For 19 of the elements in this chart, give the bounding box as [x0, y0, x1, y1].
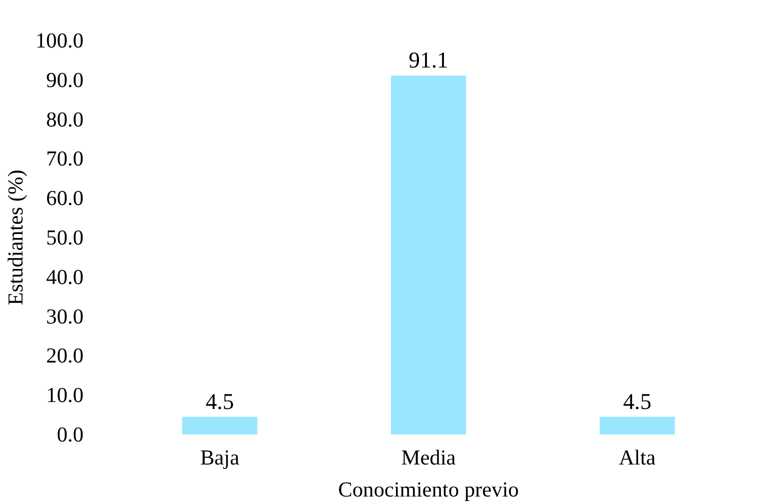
- y-tick-label: 60.0: [46, 186, 84, 210]
- y-tick-label: 90.0: [46, 68, 84, 92]
- x-tick-label: Media: [401, 446, 456, 470]
- y-tick-label: 70.0: [46, 146, 84, 171]
- data-label: 91.1: [408, 48, 448, 73]
- y-tick-label: 20.0: [46, 344, 84, 368]
- y-tick-label: 30.0: [46, 304, 84, 328]
- y-tick-label: 50.0: [46, 226, 84, 250]
- y-tick-label: 100.0: [36, 28, 84, 52]
- y-tick-label: 0.0: [56, 422, 84, 446]
- x-tick-label: Alta: [618, 446, 656, 470]
- y-axis-title: Estudiantes (%): [4, 170, 28, 306]
- y-tick-label: 40.0: [46, 264, 84, 289]
- y-tick-label: 10.0: [46, 383, 84, 408]
- data-label: 4.5: [623, 388, 652, 414]
- x-tick-label: Baja: [200, 446, 240, 470]
- y-tick-label: 80.0: [46, 107, 84, 132]
- data-label: 4.5: [206, 388, 234, 414]
- x-axis-title: Conocimiento previo: [338, 478, 519, 502]
